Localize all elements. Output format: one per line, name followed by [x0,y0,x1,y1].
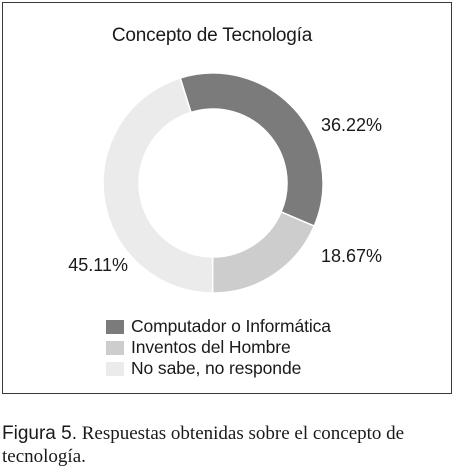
legend-item-no-sabe: No sabe, no responde [106,358,331,379]
caption-label: Figura 5. [2,423,77,444]
slice-label-inventos: 18.67% [321,246,382,266]
slice-labels: 36.22% 18.67% 45.11% [68,115,382,275]
donut-slice-computador [179,72,324,228]
legend-swatch-inventos [106,340,124,355]
slice-label-computador: 36.22% [321,115,382,135]
caption-text: Respuestas obtenidas sobre el concepto d… [2,423,405,467]
slice-label-no-sabe: 45.11% [68,255,128,275]
legend-label-inventos: Inventos del Hombre [131,337,291,357]
chart-title: Concepto de Tecnología [111,25,313,46]
legend-label-computador: Computador o Informática [131,316,331,336]
legend-swatch-computador [106,319,124,334]
donut-slice-no-sabe [102,77,214,294]
legend-item-computador: Computador o Informática [106,316,331,337]
legend-item-inventos: Inventos del Hombre [106,337,331,358]
legend-swatch-no-sabe [106,361,124,376]
figure-caption: Figura 5. Respuestas obtenidas sobre el … [2,422,442,468]
chart-frame: Concepto de Tecnología 36.22% 18.67% 45.11… [2,2,452,394]
legend-label-no-sabe: No sabe, no responde [131,358,302,378]
donut-slice-inventos [211,210,316,294]
donut-chart: 36.22% 18.67% 45.11% [68,72,382,294]
chart-legend: Computador o Informática Inventos del Ho… [106,316,331,379]
donut-slices [102,72,324,294]
